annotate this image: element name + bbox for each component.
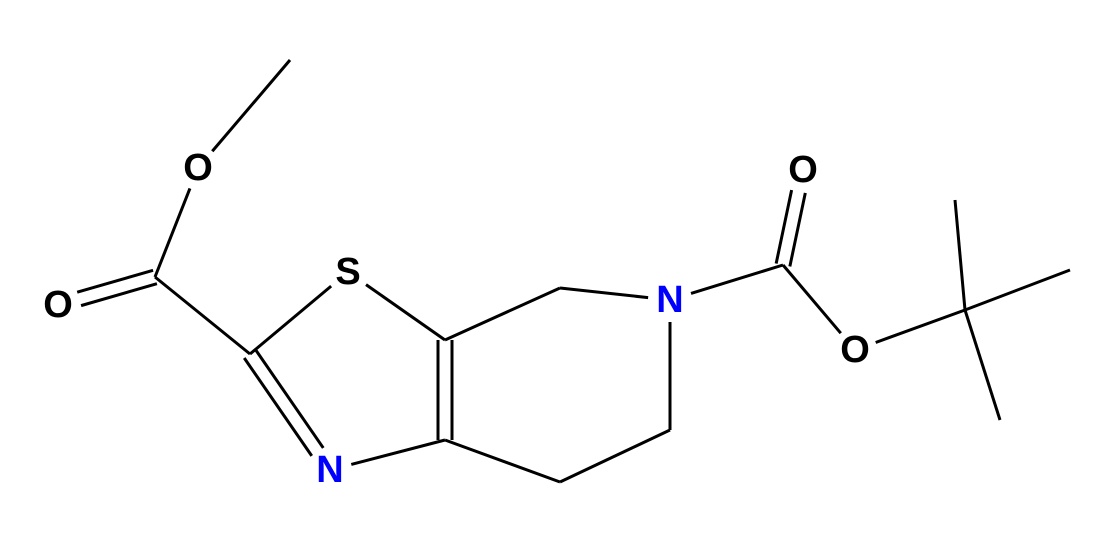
bond: [560, 430, 670, 482]
bond: [560, 288, 648, 298]
bond: [790, 193, 805, 266]
bond: [366, 285, 445, 340]
bond: [256, 350, 324, 448]
bond: [351, 440, 445, 464]
bond: [250, 286, 331, 354]
bond: [691, 265, 783, 293]
bond: [965, 310, 1000, 420]
bond: [776, 190, 791, 263]
bond: [955, 200, 965, 310]
bond: [445, 288, 560, 340]
atom-label-n: N: [656, 279, 683, 321]
bond: [212, 60, 290, 151]
bond: [445, 440, 560, 482]
bond: [783, 265, 841, 333]
atom-label-o: O: [788, 149, 818, 191]
atom-label-s: S: [335, 251, 360, 293]
bond: [244, 358, 312, 456]
atom-label-n: N: [316, 449, 343, 491]
atom-label-o: O: [840, 329, 870, 371]
atom-label-o: O: [183, 147, 213, 189]
bond: [876, 310, 965, 342]
bond: [155, 277, 250, 354]
bond: [965, 270, 1070, 310]
bond: [155, 188, 190, 277]
atom-label-o: O: [43, 284, 73, 326]
molecule-diagram: O O S N N O O: [0, 0, 1106, 542]
